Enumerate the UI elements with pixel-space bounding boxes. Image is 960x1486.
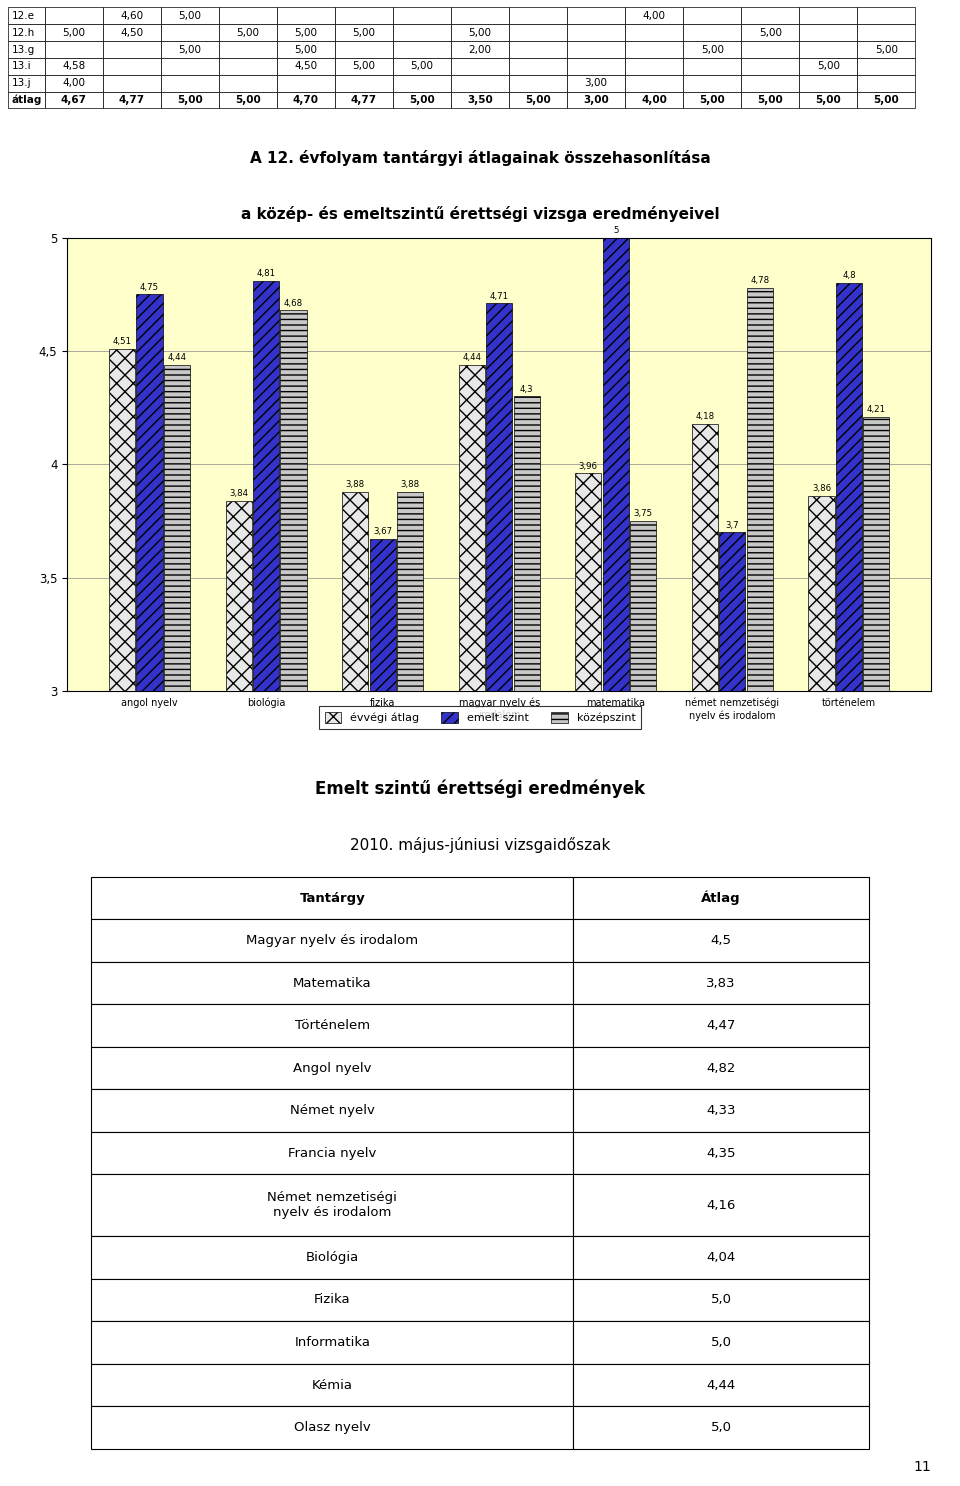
Bar	[692, 424, 718, 691]
Bar	[808, 496, 834, 691]
Text: 4,75: 4,75	[140, 282, 159, 291]
Bar	[280, 311, 306, 691]
Bar	[836, 282, 862, 691]
Bar	[630, 522, 657, 691]
Text: Emelt szintű érettségi eredmények: Emelt szintű érettségi eredmények	[315, 780, 645, 798]
Bar	[603, 238, 629, 691]
Text: 4,51: 4,51	[112, 337, 132, 346]
Text: 2010. május-júniusi vizsgaidőszak: 2010. május-júniusi vizsgaidőszak	[349, 837, 611, 853]
Text: 4,78: 4,78	[750, 276, 769, 285]
Legend: évvégi átlag, emelt szint, középszint: évvégi átlag, emelt szint, középszint	[319, 706, 641, 730]
Text: 4,44: 4,44	[167, 354, 186, 363]
Text: 4,18: 4,18	[695, 412, 714, 421]
Bar	[136, 294, 162, 691]
Text: 3,67: 3,67	[373, 528, 393, 536]
Bar	[514, 397, 540, 691]
Text: 4,68: 4,68	[284, 299, 303, 308]
Text: 4,21: 4,21	[867, 406, 886, 415]
Text: 3,84: 3,84	[229, 489, 249, 498]
Bar	[397, 492, 423, 691]
Bar	[226, 501, 252, 691]
Bar	[164, 364, 190, 691]
Bar	[719, 532, 745, 691]
Text: 3,75: 3,75	[634, 510, 653, 519]
Text: 3,88: 3,88	[346, 480, 365, 489]
Bar	[370, 539, 396, 691]
Bar	[486, 303, 513, 691]
Text: 3,88: 3,88	[400, 480, 420, 489]
Bar	[342, 492, 369, 691]
Bar	[863, 416, 889, 691]
Text: 11: 11	[914, 1461, 931, 1474]
Bar	[747, 288, 773, 691]
Text: 4,3: 4,3	[519, 385, 534, 394]
Bar	[253, 281, 279, 691]
Text: 4,8: 4,8	[842, 272, 855, 281]
Text: 3,96: 3,96	[579, 462, 598, 471]
Text: 4,44: 4,44	[462, 354, 481, 363]
Text: 5: 5	[613, 226, 618, 235]
Text: 4,81: 4,81	[256, 269, 276, 278]
Text: a közép- és emeltszintű érettségi vizsga eredményeivel: a közép- és emeltszintű érettségi vizsga…	[241, 205, 719, 221]
Text: 4,71: 4,71	[490, 291, 509, 300]
Text: 3,86: 3,86	[812, 484, 831, 493]
Text: A 12. évfolyam tantárgyi átlagainak összehasonlítása: A 12. évfolyam tantárgyi átlagainak össz…	[250, 150, 710, 166]
Bar	[459, 364, 485, 691]
Bar	[109, 349, 135, 691]
Text: 3,7: 3,7	[726, 520, 739, 529]
Bar	[575, 474, 601, 691]
